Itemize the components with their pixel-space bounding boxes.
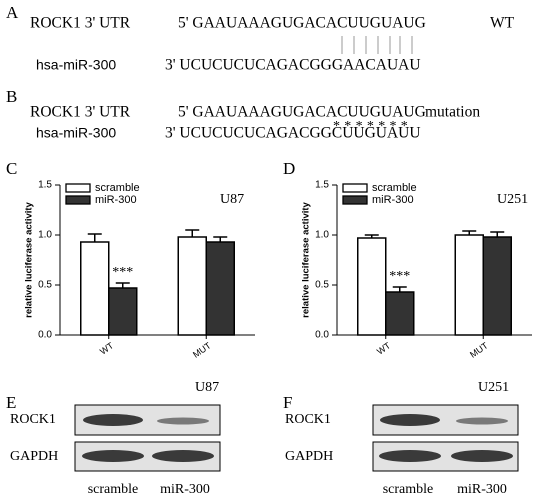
bar xyxy=(177,236,207,336)
lane-label: scramble xyxy=(383,482,434,497)
utr-sequence: 5' GAAUAAAGUGACACUUGUAUG xyxy=(178,104,426,121)
legend-label: miR-300 xyxy=(372,194,414,206)
y-tick-label: 0.0 xyxy=(315,330,329,341)
panel-letter: E xyxy=(6,393,16,412)
protein-label: GAPDH xyxy=(285,449,333,464)
utr-sequence: 5' GAAUAAAGUGACACUUGUAUG xyxy=(178,15,426,32)
bar xyxy=(357,237,387,336)
panel-letter: A xyxy=(6,3,19,22)
bar xyxy=(80,241,110,336)
x-tick-label: MUT xyxy=(191,340,213,360)
panel-letter: D xyxy=(283,159,295,178)
protein-label: ROCK1 xyxy=(10,412,56,427)
protein-label: GAPDH xyxy=(10,449,58,464)
mir-sequence: 3' UCUCUCUCAGACGGGAACAUAU xyxy=(165,57,421,74)
legend-label: miR-300 xyxy=(95,194,137,206)
bar xyxy=(454,234,484,336)
cell-line: U87 xyxy=(220,192,244,207)
blot-band xyxy=(152,450,214,462)
legend-swatch xyxy=(65,195,91,205)
x-tick-label: MUT xyxy=(468,340,490,360)
x-tick-label: WT xyxy=(98,340,116,357)
blot-band xyxy=(451,450,513,462)
blot-band xyxy=(157,417,209,425)
y-tick-label: 0.5 xyxy=(38,280,52,291)
y-tick-label: 1.5 xyxy=(38,180,52,191)
utr-tag: mutation xyxy=(425,104,480,121)
legend-swatch xyxy=(342,195,368,205)
x-tick-label: WT xyxy=(375,340,393,357)
legend-swatch xyxy=(342,183,368,193)
legend-swatch xyxy=(65,183,91,193)
bar xyxy=(482,236,512,336)
legend-label: scramble xyxy=(95,182,140,194)
y-tick-label: 0.5 xyxy=(315,280,329,291)
y-axis-label: relative luciferase activity xyxy=(24,201,35,317)
cell-line: U251 xyxy=(478,380,509,395)
lane-label: miR-300 xyxy=(160,482,210,497)
bar xyxy=(108,287,138,336)
cell-line: U251 xyxy=(497,192,528,207)
lane-label: scramble xyxy=(88,482,139,497)
mir-sequence: 3' UCUCUCUCAGACGGCUUGUAUU xyxy=(165,125,421,142)
y-tick-label: 1.0 xyxy=(38,230,52,241)
panel-letter: F xyxy=(283,393,292,412)
blot-band xyxy=(83,414,143,426)
utr-label: ROCK1 3' UTR xyxy=(30,104,131,121)
pairing-lines xyxy=(341,36,413,54)
y-axis-label: relative luciferase activity xyxy=(301,201,312,317)
legend-label: scramble xyxy=(372,182,417,194)
lane-label: miR-300 xyxy=(457,482,507,497)
mutation-marks: ******* xyxy=(333,119,412,134)
blot-band xyxy=(456,417,508,425)
cell-line: U87 xyxy=(195,380,219,395)
utr-tag: WT xyxy=(490,15,515,32)
mir-label: hsa-miR-300 xyxy=(36,125,116,141)
blot-band xyxy=(82,450,144,462)
y-tick-label: 1.0 xyxy=(315,230,329,241)
protein-label: ROCK1 xyxy=(285,412,331,427)
y-tick-label: 1.5 xyxy=(315,180,329,191)
significance-label: *** xyxy=(389,269,410,284)
panel-letter: C xyxy=(6,159,17,178)
bar xyxy=(385,291,415,336)
utr-label: ROCK1 3' UTR xyxy=(30,15,131,32)
blot-band xyxy=(379,450,441,462)
y-tick-label: 0.0 xyxy=(38,330,52,341)
blot-band xyxy=(380,414,440,426)
bar xyxy=(205,241,235,336)
panel-letter: B xyxy=(6,87,17,106)
significance-label: *** xyxy=(112,265,133,280)
mir-label: hsa-miR-300 xyxy=(36,57,116,73)
